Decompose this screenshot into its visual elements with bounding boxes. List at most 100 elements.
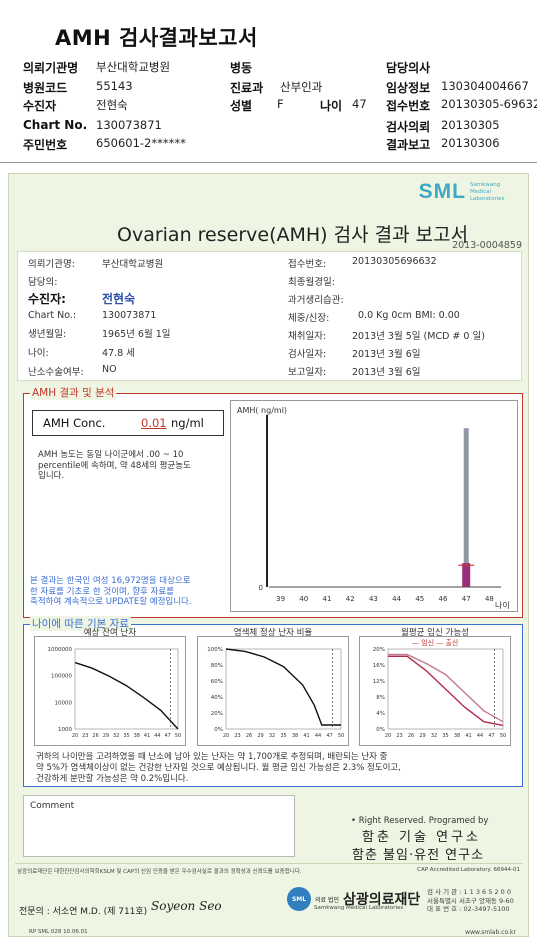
info-value-chart-no: 130073871 (102, 310, 157, 321)
mini-chart-plot-frame (225, 648, 342, 730)
page-title: AMH 검사결과보고서 (55, 26, 258, 50)
remaining-eggs-chart: 예상 잔여 난자 1000000 100000 10000 1000 20 23 26 29 3… (34, 628, 186, 746)
mini-chart-y-tick: 12% (373, 679, 385, 685)
amh-chart-x-tick: 42 (346, 595, 355, 603)
amh-chart-y-tick: 0 (259, 584, 263, 592)
mini-chart-x-tick: 38 (292, 733, 298, 739)
info-value-ovary-surgery: NO (102, 364, 117, 375)
mini-chart-y-tick: 16% (373, 663, 385, 669)
pregnancy-chance-title: 월평균 임신 가능성 (401, 628, 469, 638)
mini-chart-x-tick: 41 (465, 733, 471, 739)
amh-desc-line-3: 입니다. (38, 471, 65, 481)
mini-chart-x-tick: 26 (92, 733, 98, 739)
amh-concentration-box: AMH Conc. 0.01 ng/ml (32, 410, 224, 436)
info-label-collection-date: 채취일자: (288, 331, 327, 342)
sml-logo-subtitle: Samkwang Medical Laboratories (470, 182, 520, 203)
contact-line-2: 서울특별시 서초구 양재동 9-60 (427, 896, 514, 905)
info-value-report-date: 2013년 3월 6일 (352, 367, 421, 378)
foundation-prefix: 의료 법인 (315, 896, 339, 904)
mini-chart-x-tick: 35 (123, 733, 129, 739)
info-label-age: 나이: (28, 348, 49, 359)
info-value-patient: 전현숙 (102, 292, 136, 306)
value-sex: F (277, 97, 284, 111)
basic-section-title: 나이에 따른 기본 자료 (30, 616, 131, 631)
info-label-ovary-surgery: 난소수술여부: (28, 367, 84, 378)
amh-desc-line-1: AMH 농도는 동일 나이군에서 .00 ~ 10 (38, 450, 184, 460)
info-label-receipt: 접수번호: (288, 259, 327, 270)
info-label-past-habits: 과거생리습관: (288, 295, 344, 306)
amh-section-title: AMH 결과 및 분석 (30, 385, 117, 400)
foundation-english-name: Samkwang Medical Laboratories (314, 905, 404, 911)
mini-chart-x-tick: 23 (82, 733, 88, 739)
value-clinical-info: 130304004667 (441, 79, 529, 93)
value-test-request: 20130305 (441, 118, 500, 132)
mini-chart-x-tick: 20 (385, 733, 391, 739)
mini-chart-x-tick: 26 (408, 733, 414, 739)
label-resident-number: 주민번호 (23, 138, 68, 152)
logo-sub-3: Laboratories (470, 195, 505, 202)
amh-result-section: AMH 결과 및 분석 AMH Conc. 0.01 ng/ml AMH 농도는… (23, 385, 523, 618)
label-department: 진료과 (230, 81, 264, 95)
foundation-name: 삼광의료재단 (343, 892, 421, 908)
amh-chart-x-tick: 41 (323, 595, 332, 603)
mini-chart-x-tick: 47 (488, 733, 494, 739)
mini-chart-y-tick: 0% (214, 727, 223, 733)
mini-chart-x-tick: 29 (257, 733, 263, 739)
mini-chart-y-tick: 60% (211, 679, 223, 685)
amh-note-line-1: 본 결과는 한국인 여성 16,972명을 대상으로 (30, 576, 191, 586)
header-divider (0, 162, 537, 163)
value-chart-no: 130073871 (96, 118, 162, 132)
amh-chart-x-tick: 46 (439, 595, 448, 603)
info-label-test-date: 검사일자: (288, 349, 327, 360)
basic-data-description: 귀하의 나이만을 고려하였을 때 난소에 남아 있는 난자는 약 1,700개로… (36, 752, 512, 785)
label-sex: 성별 (230, 99, 253, 113)
value-age: 47 (352, 97, 367, 111)
logo-sub-1: Samkwang (470, 181, 501, 188)
amh-chart-xlabel: 나이 (495, 600, 510, 610)
mini-chart-x-tick: 32 (431, 733, 437, 739)
pregnancy-chance-chart: 월평균 임신 가능성 — 임신 — 출산 20% 16% 12% 8% 4% 0% 20 23… (359, 628, 511, 746)
amh-chart-x-tick: 43 (369, 595, 378, 603)
mini-chart-y-tick: 100% (207, 647, 223, 653)
label-patient: 수진자 (23, 99, 57, 113)
mini-chart-x-tick: 32 (113, 733, 119, 739)
contact-info: 검 사 기 관 : 1 1 3 6 5 2 0 0 서울특별시 서초구 양재동 … (427, 888, 514, 914)
mini-chart-x-tick: 44 (315, 733, 321, 739)
website-link[interactable]: www.smlab.co.kr (465, 929, 516, 936)
mini-chart-series-line (225, 648, 341, 726)
basic-desc-line-3: 건강하게 분만할 가능성은 약 0.2%입니다. (36, 774, 189, 784)
info-value-receipt: 20130305696632 (352, 256, 437, 267)
mini-chart-x-tick: 41 (303, 733, 309, 739)
label-attending-doctor: 담당의사 (386, 61, 431, 75)
logo-sub-2: Medical (470, 188, 492, 195)
mini-chart-x-tick: 32 (269, 733, 275, 739)
lab-name-tech: 함춘 기술 연구소 (362, 830, 481, 845)
mini-chart-x-tick: 35 (280, 733, 286, 739)
info-label-birth: 생년월일: (28, 329, 67, 340)
normal-chromosome-svg: 100% 80% 60% 40% 20% 0%20 23 26 29 32 35 38 41 44 47 50 (207, 647, 344, 739)
mini-chart-y-tick: 10000 (55, 700, 73, 706)
mini-chart-y-tick: 0% (376, 727, 385, 733)
mini-chart-x-tick: 41 (144, 733, 150, 739)
handwritten-signature: Soyeon Seo (151, 899, 222, 913)
value-department: 산부인과 (280, 80, 323, 94)
comment-label: Comment (30, 801, 75, 811)
info-label-patient: 수진자: (28, 292, 66, 306)
mini-chart-series-line (388, 655, 504, 727)
label-test-request: 검사의뢰 (386, 120, 431, 134)
amh-data-note: 본 결과는 한국인 여성 16,972명을 대상으로 한 자료를 기초로 한 것… (30, 576, 230, 608)
mini-chart-y-tick: 80% (211, 663, 223, 669)
info-label-chart-no: Chart No.: (28, 310, 77, 321)
basic-desc-line-2: 약 5%가 염색체이상이 없는 건강한 난자일 것으로 예상됩니다. 월 평균 … (36, 763, 401, 773)
mini-chart-series-line (74, 661, 179, 730)
value-patient: 전현숙 (96, 98, 128, 112)
report-code: 2013-0004859 (452, 240, 522, 251)
mini-chart-x-tick: 47 (165, 733, 171, 739)
mini-chart-x-tick: 20 (223, 733, 229, 739)
form-code: RP SML 028 10.06.01 (29, 929, 88, 935)
mini-chart-x-tick: 29 (103, 733, 109, 739)
value-resident-number: 650601-2****** (96, 136, 186, 150)
label-clinical-info: 임상정보 (386, 81, 431, 95)
info-label-institution: 의뢰기관명: (28, 259, 75, 270)
